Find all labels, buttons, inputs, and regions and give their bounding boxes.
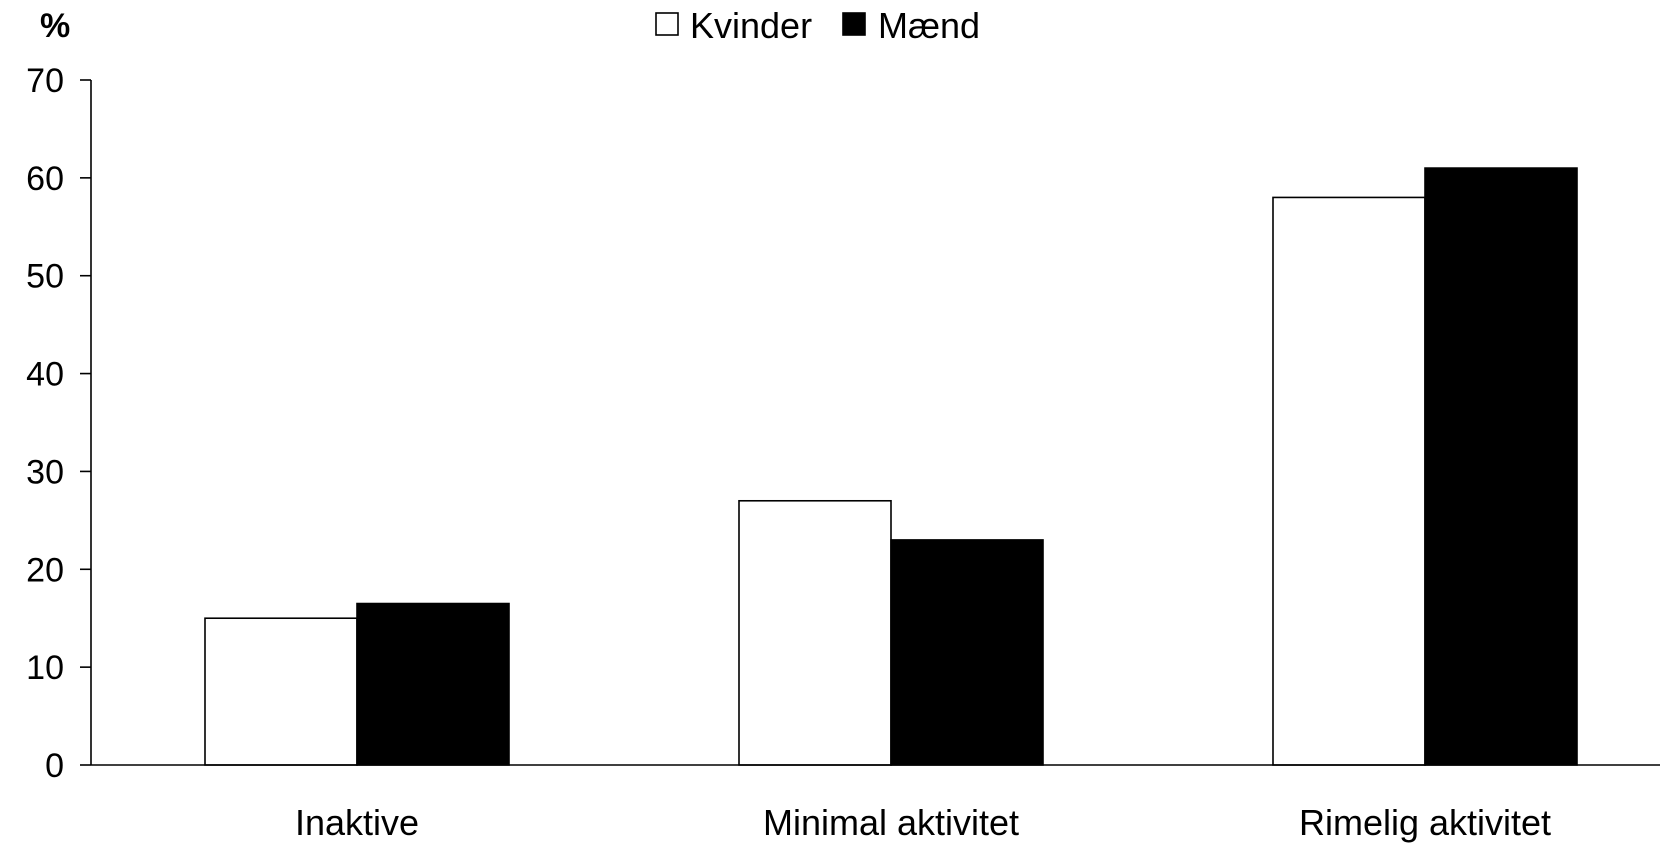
- x-axis: Inaktive Minimal aktivitet Rimelig aktivit…: [91, 764, 1660, 843]
- y-tick-label: 60: [26, 160, 64, 198]
- legend-label-2: Mænd: [878, 5, 980, 46]
- bar-kvinder-3: [1272, 196, 1426, 766]
- plot-area: [204, 167, 1578, 766]
- x-category-label: Minimal aktivitet: [763, 802, 1019, 843]
- bar-mænd-2: [890, 539, 1044, 766]
- y-tick-label: 50: [26, 258, 64, 296]
- bar-kvinder-2: [738, 499, 892, 766]
- legend: Kvinder Mænd: [655, 5, 980, 46]
- y-tick-label: 40: [26, 356, 64, 394]
- y-tick-label: 70: [26, 62, 64, 100]
- y-tick-label: 30: [26, 453, 64, 491]
- y-tick-label: 10: [26, 649, 64, 687]
- y-axis-unit-label: %: [40, 7, 70, 45]
- y-tick-label: 0: [45, 747, 64, 785]
- x-category-label: Rimelig aktivitet: [1299, 802, 1551, 843]
- x-category-label: Inaktive: [295, 802, 419, 843]
- y-tick-label: 20: [26, 551, 64, 589]
- bar-mænd-1: [356, 602, 510, 766]
- bar-mænd-3: [1424, 167, 1578, 766]
- legend-label-1: Kvinder: [690, 5, 812, 46]
- y-axis: % 0 10 20 30 40 50 60 70: [26, 7, 92, 785]
- legend-swatch-2: [842, 12, 866, 36]
- bar-kvinder-1: [204, 617, 358, 766]
- legend-swatch-1: [655, 12, 679, 36]
